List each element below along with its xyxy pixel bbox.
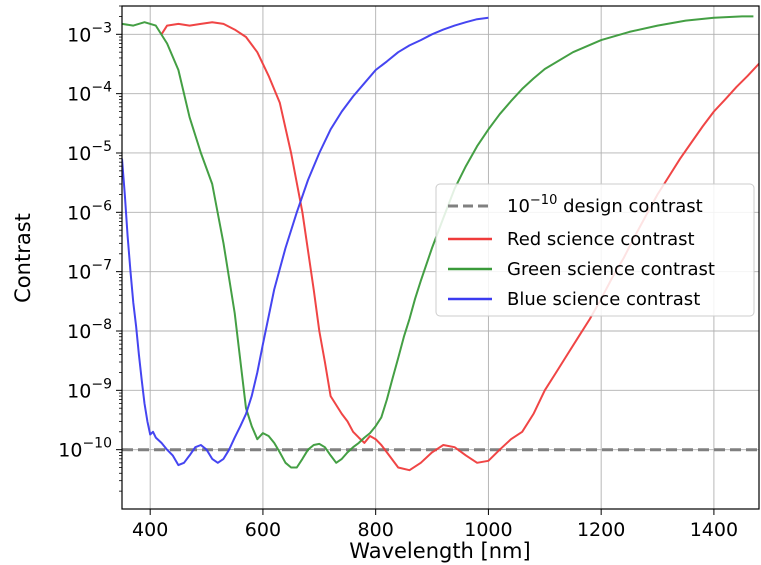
- y-tick-label: 10−7: [67, 258, 112, 284]
- legend-label-blue: Blue science contrast: [507, 289, 700, 310]
- x-tick-label: 1200: [577, 519, 625, 541]
- y-tick-label: 10−6: [67, 198, 112, 224]
- x-tick-label: 1400: [690, 519, 738, 541]
- y-tick-label: 10−10: [58, 436, 112, 462]
- y-axis-ticks: 10−10 10−9 10−8 10−7 10−6 10−5 10−4 10−3: [58, 5, 122, 492]
- y-tick-label: 10−3: [67, 20, 112, 46]
- x-axis-label: Wavelength [nm]: [349, 539, 530, 563]
- x-tick-label: 800: [358, 519, 394, 541]
- x-axis-ticks: 400 600 800 1000 1200 1400: [132, 509, 738, 541]
- plot-frame: [121, 5, 760, 510]
- legend: 10−10 design contrast Red science contra…: [435, 183, 755, 317]
- series-line-green: [122, 15, 754, 469]
- legend-box: [435, 183, 755, 317]
- legend-label-red: Red science contrast: [507, 229, 695, 250]
- series-line-blue: [122, 16, 489, 467]
- y-tick-label: 10−5: [67, 139, 112, 165]
- x-tick-label: 1000: [464, 519, 512, 541]
- x-tick-label: 400: [132, 519, 168, 541]
- y-tick-label: 10−8: [67, 317, 112, 343]
- y-tick-label: 10−9: [67, 376, 112, 402]
- y-tick-label: 10−4: [67, 80, 112, 106]
- legend-label-design: 10−10 design contrast: [507, 193, 703, 217]
- legend-label-green: Green science contrast: [507, 259, 715, 280]
- x-tick-label: 600: [245, 519, 281, 541]
- y-axis-label: Contrast: [11, 213, 35, 303]
